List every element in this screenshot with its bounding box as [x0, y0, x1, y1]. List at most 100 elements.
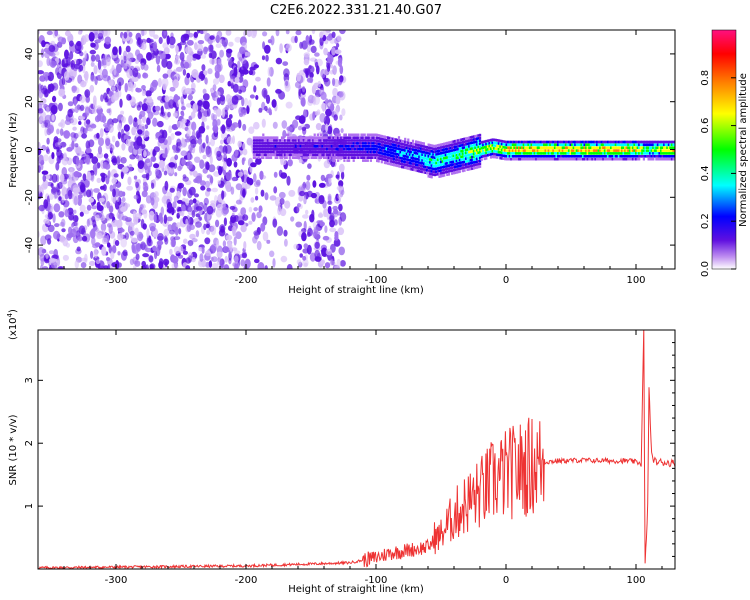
- spectrogram-cell: [90, 250, 94, 259]
- spectrogram-cell: [199, 159, 205, 169]
- spectrogram-cell: [408, 144, 411, 148]
- spectrogram-cell: [650, 152, 653, 155]
- spectrogram-cell: [40, 48, 45, 58]
- spectrogram-cell: [211, 263, 219, 269]
- spectrogram-cell: [569, 157, 572, 161]
- spectrogram-cell: [349, 147, 352, 151]
- spectrogram-cell: [558, 146, 561, 149]
- spectrogram-cell: [254, 156, 257, 159]
- spectrogram-cell: [644, 146, 647, 149]
- spectrogram-cell: [653, 146, 656, 149]
- spectrogram-cell: [339, 260, 346, 267]
- spectrogram-cell: [655, 152, 658, 155]
- spectrogram-cell: [362, 156, 365, 159]
- spectrogram-cell: [352, 147, 355, 151]
- spectrogram-cell: [93, 65, 98, 75]
- spectrogram-cell: [424, 171, 427, 174]
- spectrogram-cell: [514, 143, 518, 147]
- spectrogram-cell: [298, 195, 304, 202]
- spectrogram-cell: [282, 145, 285, 148]
- spectrogram-cell: [443, 151, 446, 154]
- spectrogram-cell: [627, 143, 630, 147]
- spectrogram-cell: [253, 207, 258, 212]
- spectrogram-cell: [563, 146, 566, 149]
- spectrogram-cell: [372, 136, 376, 139]
- spectrogram-ylabel: Frequency (Hz): [8, 112, 19, 188]
- spectrogram-cell: [504, 140, 507, 144]
- spectrogram-cell: [318, 139, 321, 142]
- spectrogram-cell: [191, 69, 199, 78]
- spectrogram-cell: [566, 140, 569, 144]
- spectrogram-cell: [619, 149, 622, 152]
- spectrogram-cell: [104, 36, 112, 45]
- spectrogram-cell: [561, 140, 564, 144]
- spectrogram-cell: [543, 149, 546, 152]
- spectrogram-cell: [564, 157, 567, 161]
- spectrogram-cell: [527, 149, 530, 152]
- spectrogram-cell: [219, 95, 226, 106]
- spectrogram-cell: [333, 142, 337, 145]
- spectrogram-cell: [205, 180, 210, 188]
- spectrogram-cell: [363, 142, 366, 145]
- spectrogram-cell: [154, 105, 161, 112]
- spectrogram-cell: [667, 157, 670, 161]
- spectrogram-cell: [97, 59, 102, 70]
- spectrogram-cell: [333, 145, 337, 148]
- spectrogram-cell: [352, 139, 355, 142]
- spectrogram-cell: [591, 152, 594, 155]
- spectrogram-cell: [393, 149, 396, 152]
- spectrogram-cell: [572, 149, 575, 152]
- spectrogram-cell: [277, 150, 280, 154]
- spectrogram-cell: [253, 173, 257, 183]
- spectrogram-cell: [510, 152, 513, 155]
- spectrogram-cell: [560, 140, 563, 144]
- spectrogram-cell: [187, 94, 193, 101]
- spectrogram-cell: [114, 240, 120, 246]
- spectrogram-cell: [197, 137, 203, 145]
- spectrogram-cell: [569, 146, 572, 149]
- spectrogram-cell: [231, 95, 239, 105]
- spectrogram-cell: [533, 155, 536, 158]
- spectrogram-cell: [117, 131, 122, 140]
- spectrogram-cell: [563, 152, 566, 155]
- spectrogram-cell: [160, 98, 166, 104]
- spectrogram-cell: [522, 143, 525, 147]
- spectrogram-cell: [121, 197, 126, 203]
- spectrogram-cell: [455, 148, 458, 151]
- spectrogram-cell: [294, 153, 298, 157]
- spectrogram-cell: [644, 155, 647, 158]
- spectrogram-cell: [603, 157, 606, 161]
- spectrogram-cell: [635, 152, 638, 155]
- spectrogram-cell: [169, 248, 173, 256]
- spectrogram-cell: [330, 142, 333, 145]
- spectrogram-cell: [621, 143, 624, 147]
- spectrogram-cell: [203, 223, 207, 230]
- spectrogram-cell: [113, 67, 117, 76]
- spectrogram-cell: [383, 144, 386, 147]
- spectrogram-cell: [243, 241, 247, 250]
- spectrogram-cell: [401, 148, 404, 152]
- spectrogram-cell: [466, 154, 469, 157]
- spectrogram-cell: [175, 66, 183, 72]
- spectrogram-cell: [301, 147, 304, 151]
- spectrogram-cell: [237, 60, 241, 71]
- spectrogram-cell: [188, 206, 193, 212]
- spectrogram-cell: [666, 157, 669, 161]
- spectrogram-cell: [592, 146, 596, 149]
- spectrogram-cell: [507, 149, 510, 152]
- spectrogram-cell: [184, 61, 190, 69]
- spectrogram-cell: [148, 30, 156, 37]
- spectrogram-cell: [338, 156, 341, 159]
- spectrogram-cell: [266, 147, 269, 151]
- spectrogram-cell: [387, 159, 390, 162]
- spectrogram-cell: [410, 159, 413, 162]
- spectrogram-cell: [372, 156, 376, 159]
- spectrogram-cell: [357, 142, 360, 145]
- spectrogram-cell: [426, 146, 429, 149]
- spectrogram-cell: [312, 156, 315, 159]
- spectrogram-cell: [145, 158, 151, 163]
- spectrogram-cell: [143, 149, 147, 158]
- spectrogram-cell: [443, 171, 446, 174]
- spectrogram-cell: [290, 153, 293, 157]
- spectrogram-cell: [539, 157, 542, 161]
